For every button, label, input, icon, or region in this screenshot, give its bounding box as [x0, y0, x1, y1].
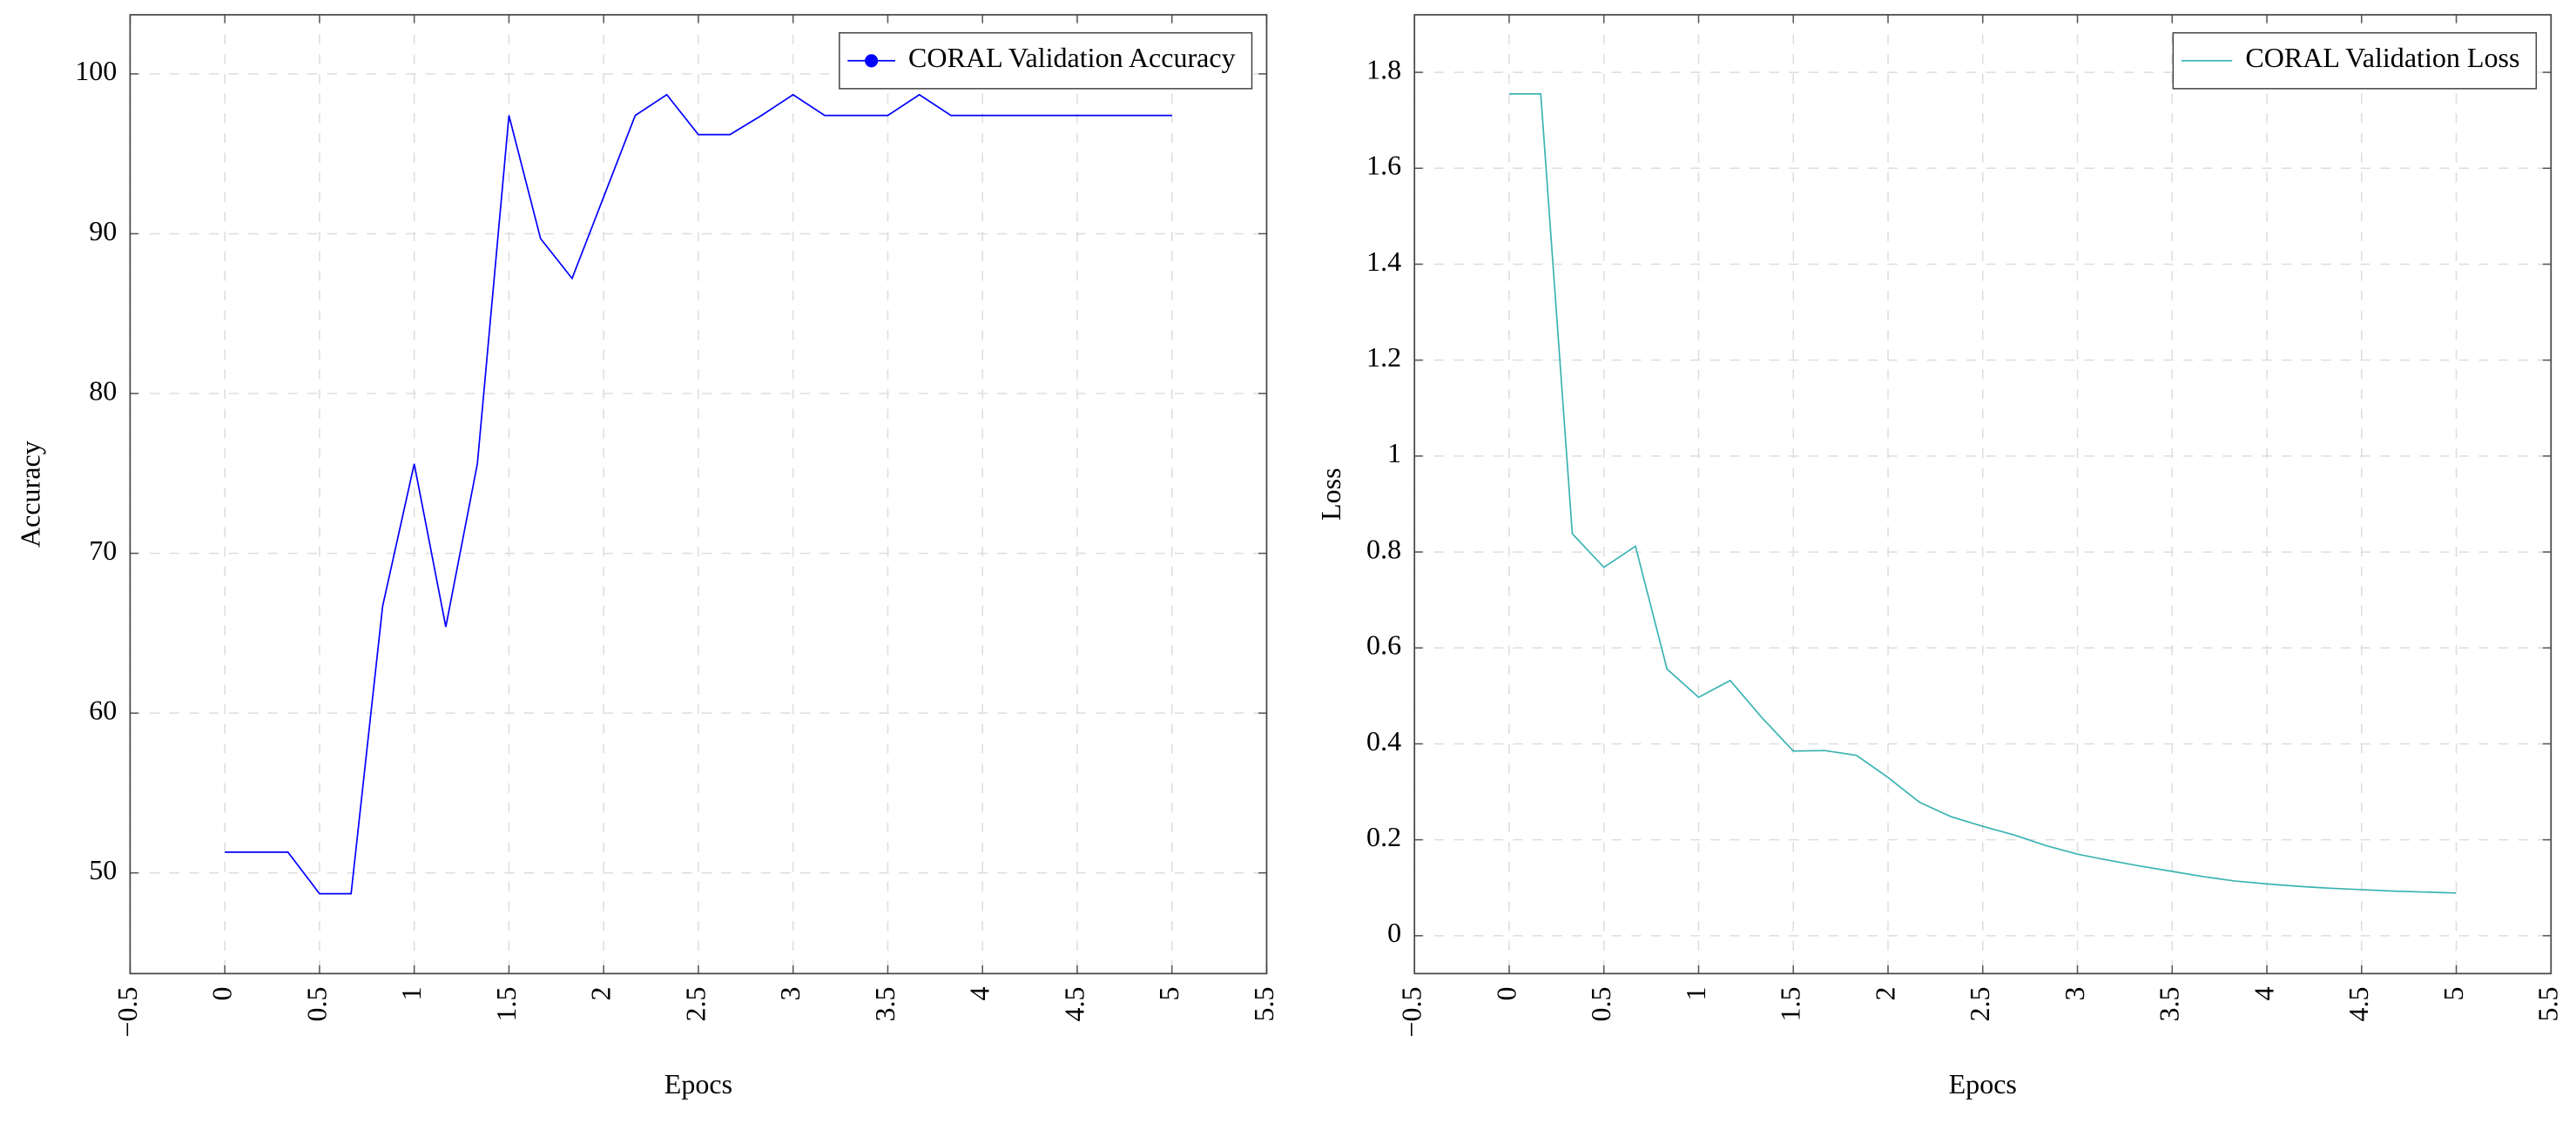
y-tick-label: 1: [1387, 437, 1401, 468]
chart: −0.5 0 0.5 1 1.5 2 2.5 3 3.5 4 4.5 5 5.5 0 0.2 0.4 0.6 0.…: [1315, 14, 2564, 1099]
x-tick-label: 4: [2248, 986, 2279, 1000]
x-tick-label: 5: [1153, 986, 1184, 1000]
x-tick-label: 5.5: [1248, 986, 1279, 1021]
x-tick-label: 5.5: [2532, 986, 2564, 1021]
y-tick-label: 80: [89, 374, 117, 406]
x-tick-label: 0.5: [1585, 986, 1616, 1021]
x-tick-label: 2.5: [679, 986, 711, 1021]
x-tick-label: 0: [1490, 986, 1521, 1000]
y-axis-label: Loss: [1315, 467, 1346, 521]
legend: CORAL Validation Loss: [2181, 42, 2519, 73]
y-tick-label: 50: [89, 854, 117, 885]
legend-label: CORAL Validation Accuracy: [908, 42, 1236, 73]
x-axis-label: Epocs: [1949, 1068, 2017, 1099]
y-tick-label: 90: [89, 215, 117, 246]
y-tick-label: 60: [89, 695, 117, 726]
y-tick-label: 1.4: [1366, 245, 1401, 277]
y-tick-label: 0.2: [1366, 821, 1401, 852]
x-tick-label: 1.5: [1775, 986, 1806, 1021]
x-tick-label: 2.5: [1964, 986, 1995, 1021]
y-axis-label: Accuracy: [14, 440, 45, 548]
chart: −0.5 0 0.5 1 1.5 2 2.5 3 3.5 4 4.5 5 5.5 50 60 70 80 90 10…: [14, 14, 1279, 1099]
x-tick-label: 4.5: [1058, 986, 1089, 1021]
y-tick-label: 1.2: [1366, 341, 1401, 373]
legend: CORAL Validation Accuracy: [847, 42, 1236, 73]
x-tick-label: −0.5: [111, 986, 143, 1037]
x-tick-label: 2: [1869, 986, 1900, 1000]
x-tick-label: 3.5: [2154, 986, 2185, 1021]
x-tick-label: 4.5: [2343, 986, 2374, 1021]
legend-label: CORAL Validation Loss: [2245, 42, 2519, 73]
x-tick-label: 4: [964, 986, 995, 1000]
x-tick-label: 1: [1680, 986, 1711, 1000]
legend-marker: [865, 54, 879, 68]
data-line: [1508, 93, 2457, 894]
legend-box: [2172, 31, 2538, 90]
x-tick-label: 0: [206, 986, 238, 1000]
y-tick-label: 100: [75, 55, 117, 86]
y-tick-label: 0: [1387, 917, 1401, 948]
x-tick-label: 3: [774, 986, 806, 1000]
x-axis-label: Epocs: [664, 1068, 732, 1099]
plot-frame: [129, 14, 1268, 975]
legend-box: [839, 31, 1253, 90]
x-tick-label: 1: [395, 986, 427, 1000]
x-tick-label: 5: [2438, 986, 2469, 1000]
y-tick-label: 70: [89, 535, 117, 566]
x-tick-label: −0.5: [1396, 986, 1427, 1037]
data-line: [225, 93, 1172, 895]
x-tick-label: 1.5: [490, 986, 522, 1021]
x-tick-label: 2: [585, 986, 617, 1000]
y-tick-label: 0.4: [1366, 725, 1401, 757]
plot-frame: [1413, 14, 2552, 975]
y-tick-label: 1.8: [1366, 53, 1401, 84]
x-tick-label: 3.5: [869, 986, 900, 1021]
x-tick-label: 3: [2059, 986, 2090, 1000]
y-tick-label: 1.6: [1366, 150, 1401, 181]
y-tick-label: 0.8: [1366, 533, 1401, 564]
y-tick-label: 0.6: [1366, 629, 1401, 661]
x-tick-label: 0.5: [300, 986, 332, 1021]
